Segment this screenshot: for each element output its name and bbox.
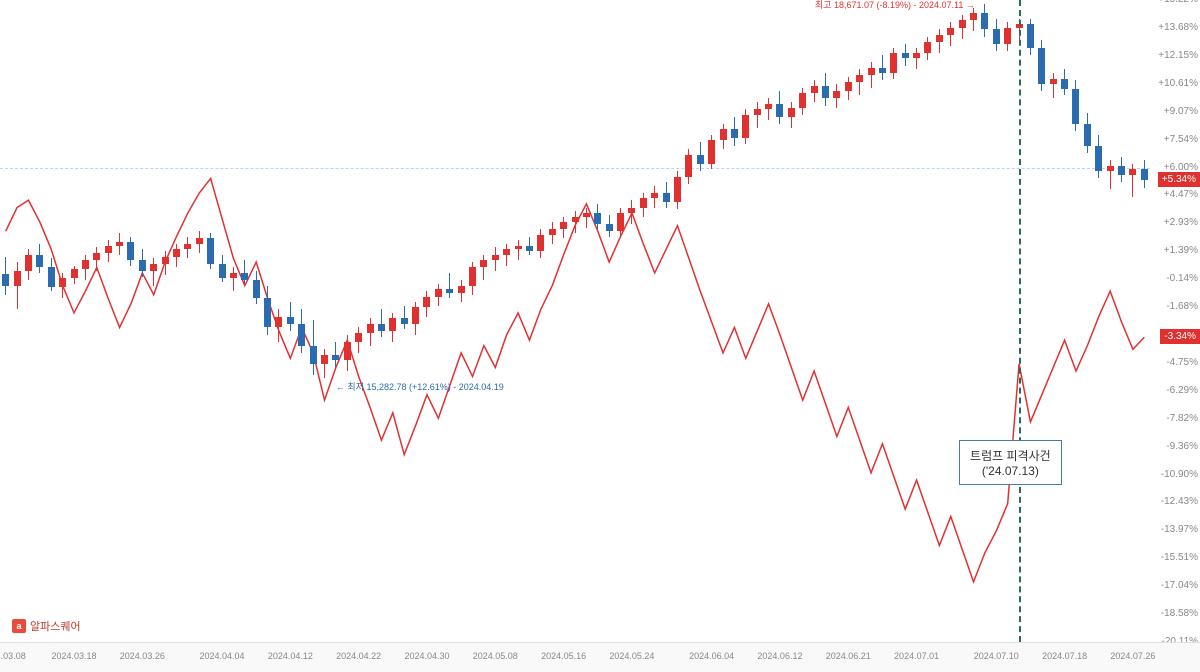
x-tick: 024.03.08: [0, 651, 26, 661]
x-tick: 2024.06.12: [757, 651, 802, 661]
y-tick: -15.51%: [1161, 552, 1198, 563]
x-tick: 2024.06.21: [826, 651, 871, 661]
low-annotation: ← 최저 15,282.78 (+12.61%) - 2024.04.19: [336, 380, 504, 393]
x-tick: 2024.04.04: [199, 651, 244, 661]
y-tick: +12.15%: [1158, 50, 1198, 61]
x-tick: 2024.03.18: [51, 651, 96, 661]
y-tick: -17.04%: [1161, 580, 1198, 591]
price-badge: -3.34%: [1160, 329, 1200, 344]
price-badge: +5.34%: [1158, 172, 1200, 187]
high-annotation: 최고 18,671.07 (-8.19%) - 2024.07.11 →: [815, 0, 975, 11]
x-tick: 2024.05.16: [541, 651, 586, 661]
event-annotation: 트럼프 피격사건 ('24.07.13): [959, 440, 1062, 485]
y-tick: +9.07%: [1164, 106, 1198, 117]
x-tick: 2024.04.12: [268, 651, 313, 661]
x-tick: 2024.07.26: [1110, 651, 1155, 661]
x-tick: 2024.05.24: [609, 651, 654, 661]
event-annotation-line2: ('24.07.13): [970, 464, 1051, 478]
x-tick: 2024.07.18: [1042, 651, 1087, 661]
x-tick: 2024.05.08: [473, 651, 518, 661]
y-tick: -0.14%: [1166, 273, 1198, 284]
x-tick: 2024.07.01: [894, 651, 939, 661]
y-tick: +10.61%: [1158, 78, 1198, 89]
y-axis: +15.22% +13.68% +12.15% +10.61% +9.07% +7.54%…: [1150, 0, 1200, 642]
x-tick: 2024.06.04: [689, 651, 734, 661]
watermark-text: 알파스퀘어: [30, 618, 81, 634]
event-annotation-line1: 트럼프 피격사건: [970, 447, 1051, 464]
watermark: a 알파스퀘어: [12, 618, 81, 634]
x-tick: 2024.03.26: [120, 651, 165, 661]
watermark-icon: a: [12, 619, 26, 633]
y-tick: -9.36%: [1166, 441, 1198, 452]
y-tick: +2.93%: [1164, 217, 1198, 228]
y-tick: -7.82%: [1166, 413, 1198, 424]
x-tick: 2024.07.10: [974, 651, 1019, 661]
line-series: [0, 0, 1150, 642]
x-tick: 2024.04.22: [336, 651, 381, 661]
y-tick: -10.90%: [1161, 469, 1198, 480]
y-tick: +15.22%: [1158, 0, 1198, 5]
chart-area[interactable]: 트럼프 피격사건 ('24.07.13) 최고 18,671.07 (-8.19…: [0, 0, 1150, 642]
y-tick: +7.54%: [1164, 134, 1198, 145]
event-marker-line: [1019, 0, 1021, 642]
y-tick: -1.68%: [1166, 301, 1198, 312]
x-axis: 024.03.08 2024.03.18 2024.03.26 2024.04.04 2…: [0, 642, 1200, 672]
y-tick: -4.75%: [1166, 357, 1198, 368]
y-tick: -18.58%: [1161, 608, 1198, 619]
y-tick: -13.97%: [1161, 524, 1198, 535]
y-tick: -12.43%: [1161, 496, 1198, 507]
y-tick: +13.68%: [1158, 22, 1198, 33]
y-tick: -6.29%: [1166, 385, 1198, 396]
y-tick: +1.39%: [1164, 245, 1198, 256]
y-tick: +4.47%: [1164, 189, 1198, 200]
x-tick: 2024.04.30: [404, 651, 449, 661]
